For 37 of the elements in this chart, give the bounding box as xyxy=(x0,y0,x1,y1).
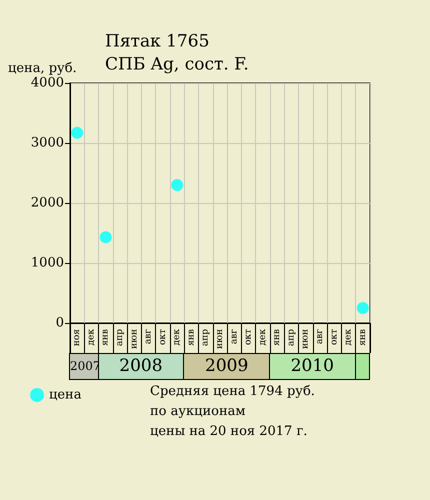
x-tick-label: дек xyxy=(344,328,354,346)
x-tick-label: апр xyxy=(286,328,296,346)
text: 2010 xyxy=(269,353,356,380)
text: по аукционам xyxy=(150,404,246,419)
y-tick-label: 2000 xyxy=(30,196,64,210)
x-tick-label: дек xyxy=(258,328,268,346)
x-tick-label: янв xyxy=(358,329,368,346)
y-tick-label: 1000 xyxy=(30,256,64,270)
x-tick-label: окт xyxy=(329,328,340,346)
legend-label: цена xyxy=(49,388,82,402)
y-axis-title: цена, руб. xyxy=(8,61,77,76)
x-tick-label: июн xyxy=(129,329,140,349)
x-tick-label: авг xyxy=(229,328,240,344)
x-tick-label: июн xyxy=(215,329,225,349)
text: Средняя цена 1794 руб. xyxy=(150,384,315,399)
x-tick-label: авг xyxy=(144,328,154,344)
x-tick-label: янв xyxy=(186,329,196,346)
text: цены на 20 ноя 2017 г. xyxy=(150,424,308,439)
y-tick-label: 4000 xyxy=(30,76,64,90)
text: 2008 xyxy=(119,356,163,376)
x-tick-label: янв xyxy=(100,329,111,346)
text: 2009 xyxy=(183,353,270,380)
x-tick-label: апр xyxy=(115,328,125,346)
x-tick-label: окт xyxy=(158,328,168,346)
x-tick-label: дек xyxy=(172,328,182,346)
x-tick-label: ноя xyxy=(72,328,82,346)
x-tick-label: апр xyxy=(200,328,211,346)
x-tick-label: янв xyxy=(272,329,282,346)
y-tick-label: 0 xyxy=(56,316,64,330)
x-tick-label: дек xyxy=(86,328,96,346)
y-tick-label: 3000 xyxy=(30,136,64,150)
chart-subtitle: СПБ Ag, сост. F. xyxy=(105,54,249,74)
x-tick-label: окт xyxy=(244,328,254,346)
chart-title: Пятак 1765 xyxy=(105,32,210,52)
x-tick-label: июн xyxy=(300,329,311,349)
x-tick-label: авг xyxy=(315,328,325,344)
text: 2007 xyxy=(69,353,101,380)
